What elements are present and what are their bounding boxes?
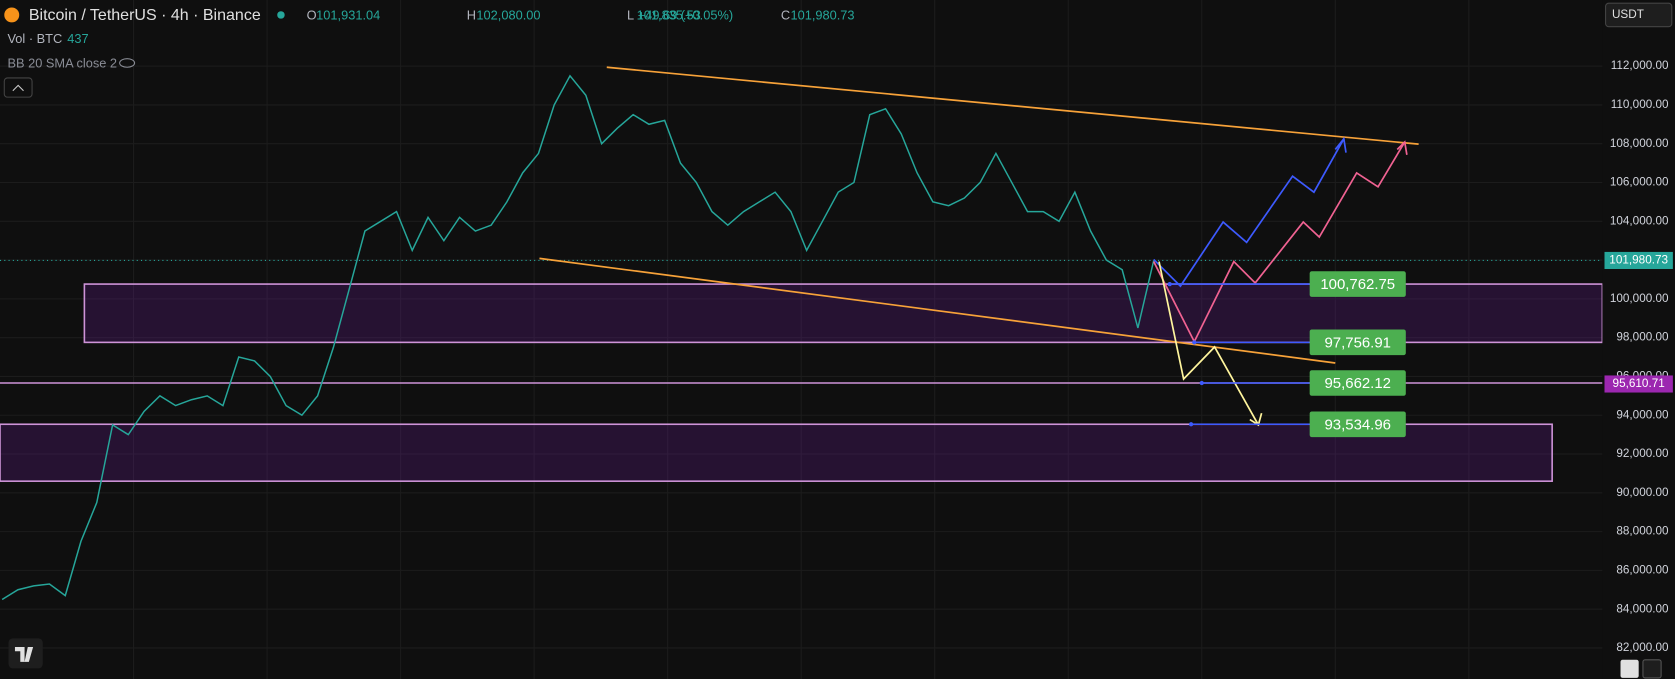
y-tick-label: 90,000.00 (1616, 486, 1669, 499)
ohlc-key: C (781, 7, 790, 22)
y-tick-label: 104,000.00 (1610, 214, 1669, 227)
log-button[interactable] (1642, 659, 1662, 679)
logo (8, 638, 43, 669)
logo-mark (14, 646, 34, 662)
ohlc-key: L (627, 7, 634, 22)
grid (0, 0, 1603, 679)
status-dot (277, 11, 285, 19)
ohlc-value: 101,980.73 (790, 7, 854, 22)
price-line (1, 74, 1155, 601)
volume-label: Vol · BTC (7, 31, 62, 46)
scenario-pink (1152, 141, 1406, 344)
last-price-tag (1604, 251, 1673, 269)
ohlc-value: 101,835.53 (637, 7, 701, 22)
y-tick-label: 88,000.00 (1616, 525, 1669, 538)
level-label: 100,762.75 (1320, 276, 1395, 293)
ohlc-key: H (467, 7, 476, 22)
ohlc-value: 102,080.00 (476, 7, 540, 22)
y-tick-label: 98,000.00 (1616, 331, 1669, 344)
currency-button[interactable] (1605, 2, 1673, 28)
level-tag (1309, 370, 1406, 396)
levels: 100,762.75 97,756.91 95,662.12 93,534.96 (1167, 271, 1406, 438)
hide-icon[interactable] (119, 58, 136, 68)
price-layer (0, 74, 1603, 601)
level-dot (1192, 340, 1197, 345)
currency: USDT (1612, 8, 1644, 21)
level-dot (1188, 422, 1194, 427)
zone (0, 423, 1553, 482)
collapse-icon (12, 84, 24, 92)
scenario-blue (1153, 138, 1345, 288)
trendline-upper (606, 66, 1419, 145)
auto-button[interactable] (1620, 659, 1639, 678)
level-label: 97,756.91 (1324, 334, 1390, 351)
ohlc-change: +49.69 (+0.05%) (638, 7, 733, 22)
level-dot (1199, 380, 1204, 386)
y-tick-label: 108,000.00 (1610, 137, 1669, 150)
level-tag (1309, 271, 1406, 297)
symbol: Bitcoin / TetherUS · 4h · Binance (29, 7, 261, 24)
scenario-yellow (1158, 261, 1260, 426)
level-tag (1309, 329, 1406, 356)
level-dot (1167, 281, 1172, 287)
ohlc-value: 101,931.04 (316, 7, 380, 22)
trendline-lower (539, 257, 1336, 364)
level-tag (1309, 411, 1406, 438)
last-price-label: 101,980.73 (1609, 254, 1668, 267)
level-label: 93,534.96 (1324, 416, 1390, 433)
marker-price-tag (1604, 375, 1673, 393)
y-tick-label: 86,000.00 (1616, 563, 1669, 576)
ohlc-key: O (307, 7, 317, 22)
y-tick-label: 82,000.00 (1616, 641, 1669, 654)
drawings (539, 66, 1419, 427)
level-label: 95,662.12 (1324, 375, 1390, 392)
ohlc: O 101,931.04 H 102,080.00 L 101,835.53 C 101,98… (307, 7, 855, 22)
y-tick-label: 94,000.00 (1616, 408, 1669, 421)
marker-price-label: 95,610.71 (1613, 377, 1665, 390)
price-axis (1602, 0, 1675, 679)
y-tick-label: 84,000.00 (1616, 602, 1669, 615)
bollinger-label: BB 20 SMA close 2 (7, 55, 117, 70)
arrow-head-blue (1334, 136, 1347, 153)
collapse-button[interactable] (3, 77, 33, 98)
y-tick-label: 92,000.00 (1616, 447, 1669, 460)
volume-value: 437 (67, 31, 88, 46)
y-tick-label: 112,000.00 (1611, 59, 1669, 72)
price-axis-labels: 82,000.00 84,000.00 86,000.00 88,000.00 90,0… (1604, 59, 1673, 654)
symbol-icon (4, 7, 20, 23)
arrow-head-pink (1396, 140, 1408, 155)
y-tick-label: 110,000.00 (1611, 98, 1669, 111)
y-tick-label: 106,000.00 (1610, 176, 1669, 189)
y-tick-label: 100,000.00 (1610, 292, 1669, 305)
